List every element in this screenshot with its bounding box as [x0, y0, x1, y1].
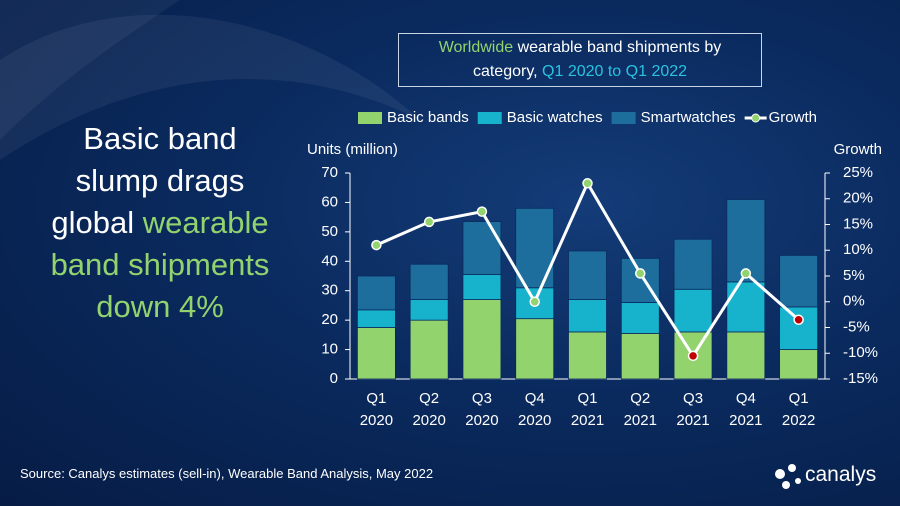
y-tick-label: 30	[321, 282, 338, 299]
background-swoosh	[0, 0, 180, 140]
bar-segment	[409, 299, 449, 321]
bar-segment	[515, 318, 555, 380]
text-line: down 4%	[20, 286, 300, 328]
x-tick-label: Q1 2022	[781, 390, 816, 429]
y2-axis-title: Growth	[834, 141, 882, 158]
legend-label: Basic bands	[387, 109, 469, 126]
y2-tick-label: -5%	[843, 318, 870, 335]
text-line: Basic band	[20, 118, 300, 160]
logo-icon	[775, 464, 801, 489]
bar-segment	[568, 299, 607, 333]
y-tick-label: 50	[321, 223, 338, 240]
bar-segment	[568, 250, 607, 300]
legend-label: Basic watches	[507, 109, 603, 126]
growth-marker	[529, 296, 540, 307]
growth-marker	[423, 216, 435, 228]
y2-tick-label: 25%	[843, 164, 873, 181]
bar-segment	[726, 281, 766, 333]
bar-segment	[356, 327, 396, 380]
growth-marker	[476, 206, 488, 217]
bar-segment	[673, 238, 713, 290]
x-tick-label: Q2 2020	[412, 390, 446, 429]
logo-dot	[795, 478, 801, 484]
y2-tick-label: -15%	[843, 370, 878, 387]
legend-swatch	[358, 112, 382, 124]
y2-tick-label: -10%	[843, 344, 878, 361]
bar-segment	[462, 221, 502, 275]
logo-text: canalys	[805, 463, 877, 486]
chart-title: Worldwide wearable band shipments by cate…	[398, 33, 762, 87]
bar-segment	[779, 349, 819, 380]
x-tick-label: Q3 2021	[676, 390, 710, 429]
growth-marker	[740, 268, 752, 279]
x-tick-label: Q1 2021	[570, 390, 605, 429]
growth-marker	[687, 350, 699, 362]
y2-tick-label: 10%	[843, 241, 873, 258]
text-part: Q1 2020 to Q1 2022	[542, 63, 688, 80]
legend-label: Smartwatches	[641, 109, 736, 126]
bar-segment	[356, 275, 396, 311]
y-tick-label: 60	[321, 193, 338, 210]
text-part: wearable	[142, 205, 269, 240]
bar-segment	[673, 288, 713, 333]
x-tick-label: Q3 2020	[465, 390, 499, 429]
legend-swatch	[477, 112, 502, 124]
growth-marker	[635, 268, 646, 279]
growth-marker	[371, 239, 382, 251]
bar-segment	[462, 274, 502, 300]
y2-tick-label: 5%	[843, 267, 865, 284]
text-part: slump drags	[75, 163, 245, 198]
text-part: global	[51, 205, 135, 240]
y-axis-title: Units (million)	[307, 141, 398, 158]
legend-marker	[751, 113, 761, 123]
x-tick-label: Q4 2021	[729, 390, 763, 429]
headline: Basic band slump drags global wearable band…	[20, 118, 300, 328]
bar-segment	[779, 254, 819, 308]
x-tick-label: Q2 2021	[623, 390, 657, 429]
bar-segment	[620, 302, 660, 334]
bar-segment	[409, 319, 449, 380]
growth-marker	[582, 178, 593, 189]
bar-segment	[462, 299, 502, 380]
text-part: category,	[472, 63, 538, 80]
bar-segment	[726, 331, 766, 380]
bar-segment	[568, 331, 607, 380]
growth-marker	[793, 314, 804, 326]
text-part: down 4%	[96, 289, 224, 324]
y-tick-label: 40	[321, 252, 338, 269]
y-tick-label: 20	[321, 311, 338, 328]
y-tick-label: 0	[330, 370, 338, 387]
y2-tick-label: 15%	[843, 215, 873, 232]
text-line: global wearable	[20, 202, 300, 244]
logo-dot	[788, 464, 796, 472]
source-note: Source: Canalys estimates (sell-in), Wea…	[20, 466, 434, 481]
text-line: band shipments	[20, 244, 300, 286]
text-line: slump drags	[20, 160, 300, 202]
legend-label: Growth	[769, 109, 817, 126]
bar-segment	[515, 207, 555, 289]
logo-dot	[782, 481, 790, 489]
logo-dot	[775, 469, 785, 479]
legend-swatch	[611, 112, 636, 124]
text-part: band shipments	[50, 247, 270, 282]
text-part: Worldwide	[438, 39, 514, 56]
x-tick-label: Q1 2020	[359, 390, 394, 429]
bar-segment	[356, 309, 396, 328]
bar-segment	[779, 306, 819, 350]
y2-tick-label: 20%	[843, 190, 873, 207]
text-line: category, Q1 2020 to Q1 2022	[399, 60, 761, 84]
y2-tick-label: 0%	[843, 293, 865, 310]
text-part: wearable band shipments by	[517, 39, 722, 56]
bar-segment	[409, 263, 449, 300]
x-tick-label: Q4 2020	[518, 390, 552, 429]
y-tick-label: 70	[321, 164, 338, 181]
bar-segment	[620, 332, 660, 380]
text-line: Worldwide wearable band shipments by	[399, 36, 761, 60]
bar-segment	[726, 199, 766, 283]
y-tick-label: 10	[321, 341, 338, 358]
text-part: Basic band	[83, 121, 237, 156]
background-swoosh	[0, 14, 420, 161]
